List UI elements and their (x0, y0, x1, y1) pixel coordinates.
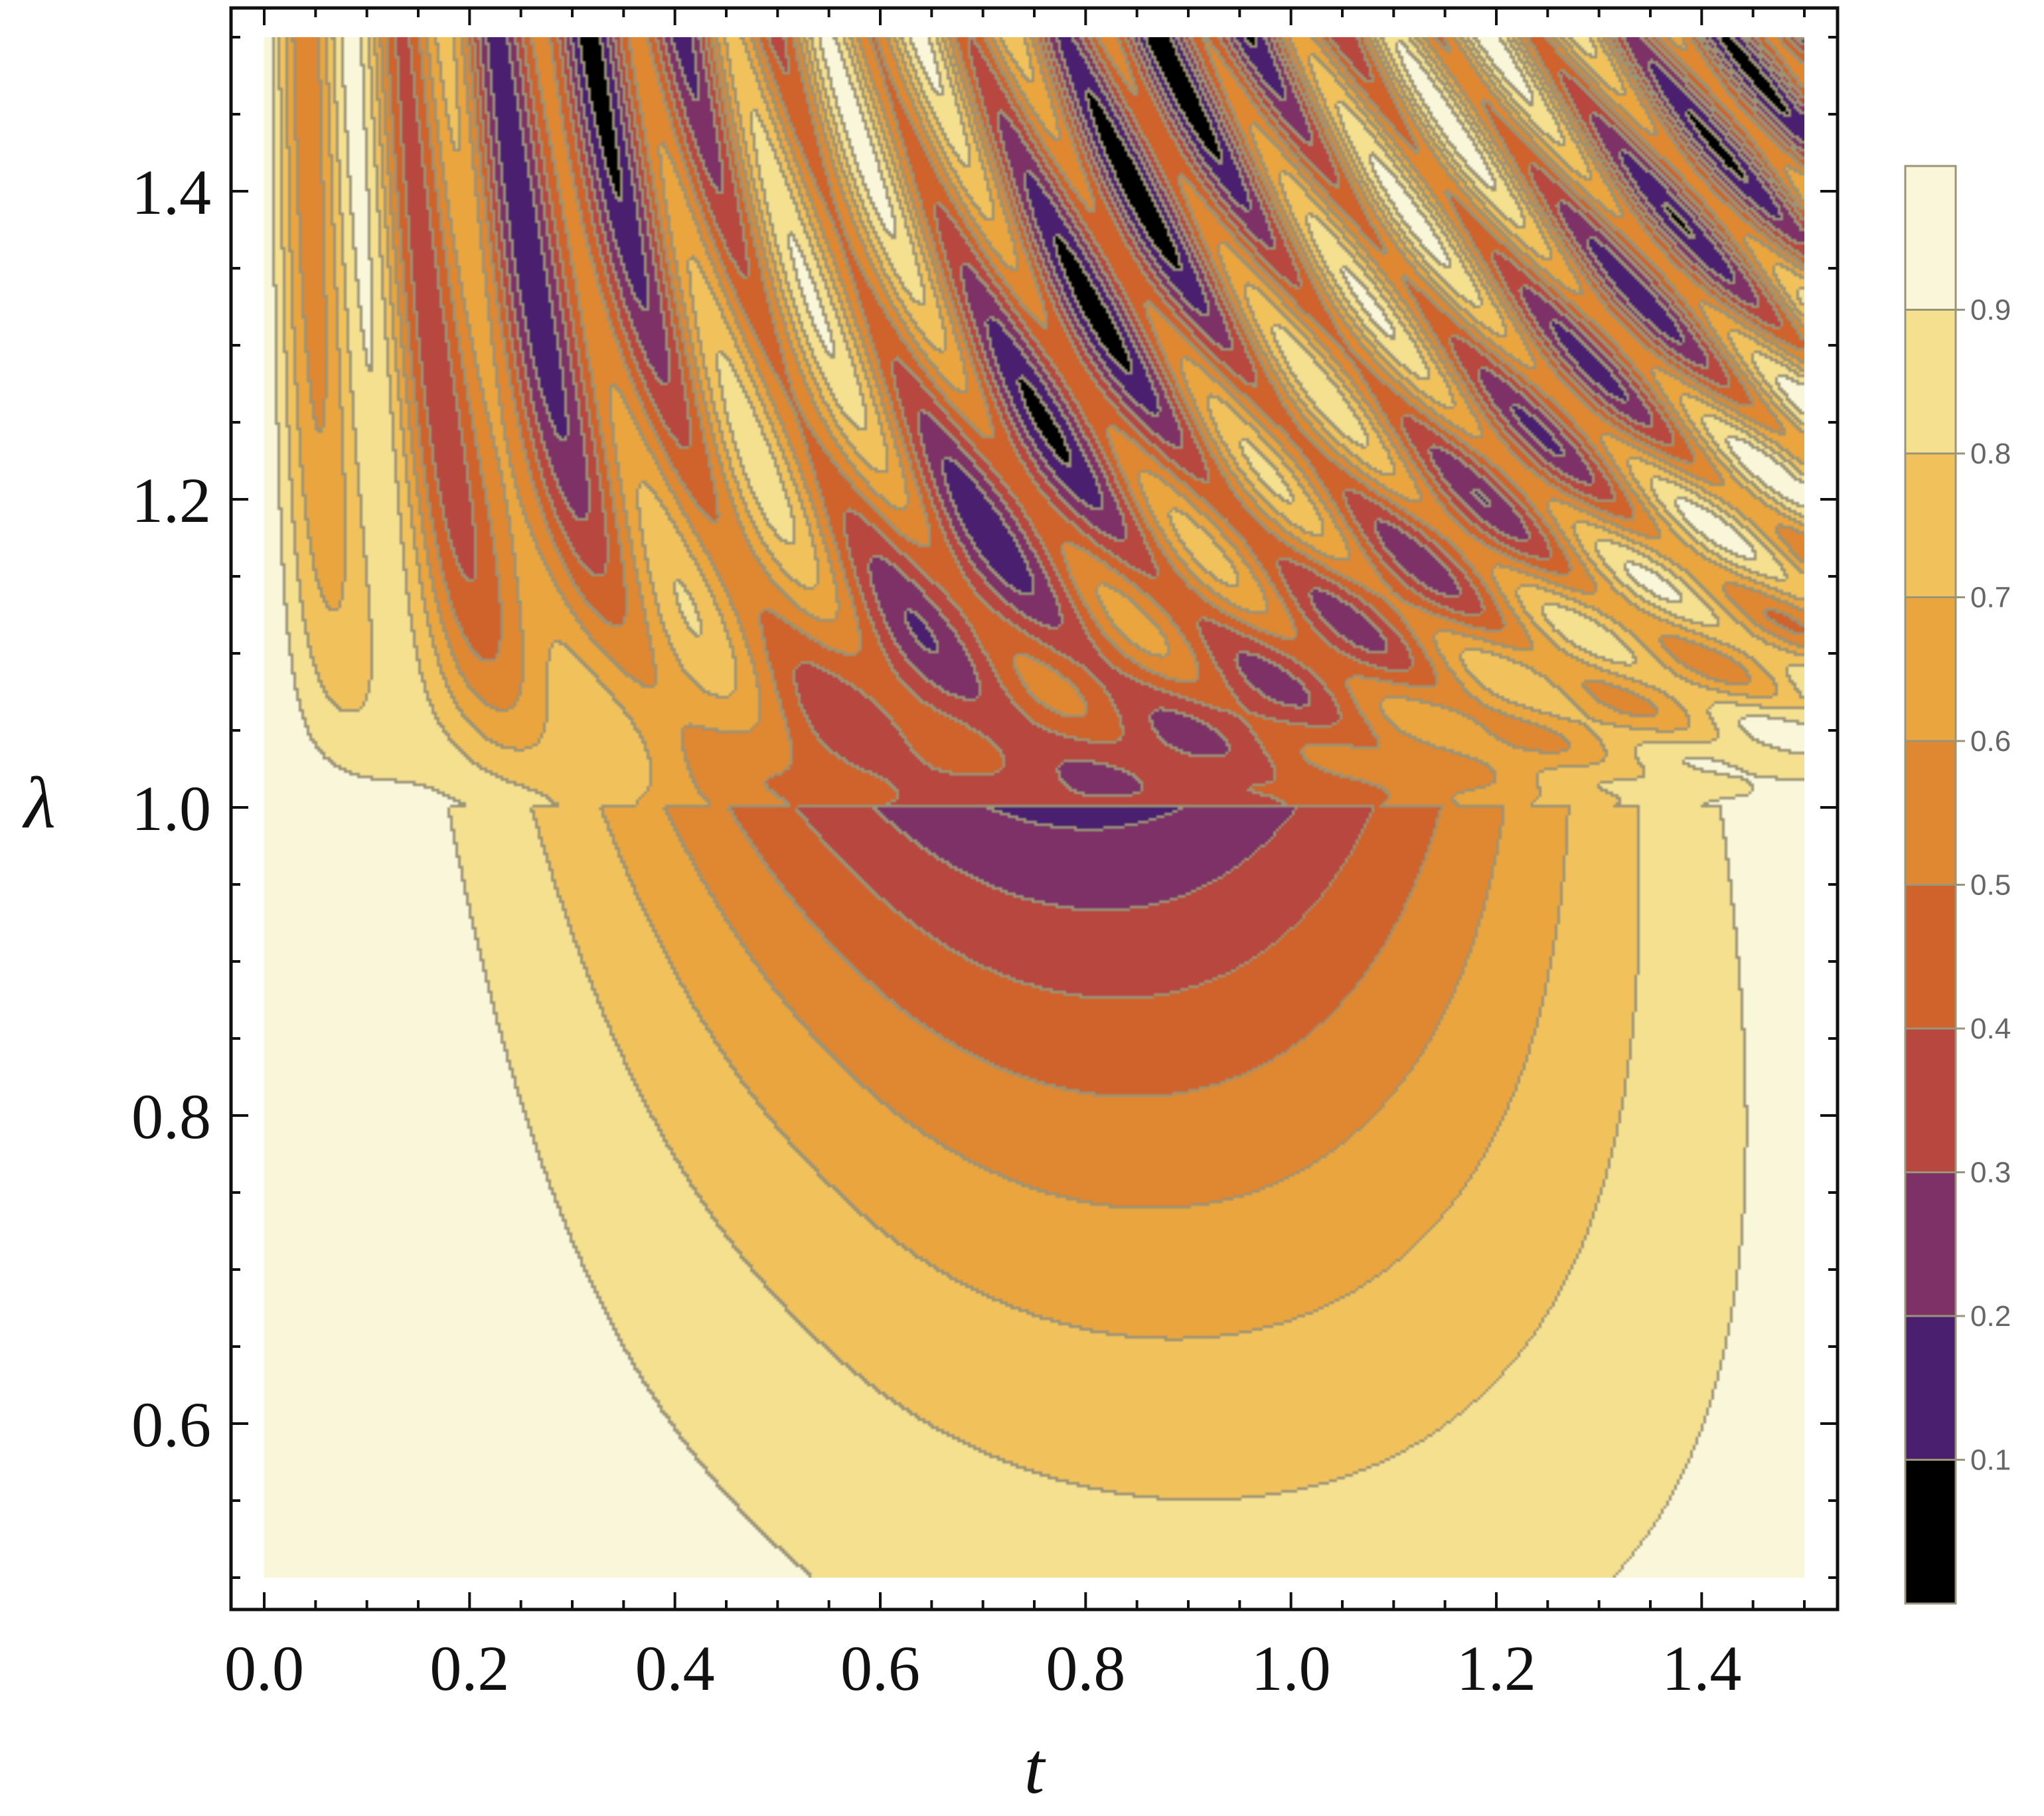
colorbar-tick-label: 0.1 (1970, 1444, 2011, 1477)
x-tick-label: 1.4 (1662, 1633, 1741, 1704)
x-tick-label: 1.2 (1456, 1633, 1536, 1704)
colorbar-tick-label: 0.6 (1970, 725, 2011, 758)
colorbar-tick-label: 0.4 (1970, 1013, 2011, 1045)
colorbar-band (1905, 1316, 1956, 1460)
y-tick-label: 1.4 (131, 157, 211, 228)
x-tick-label: 0.8 (1046, 1633, 1125, 1704)
y-tick-label: 1.2 (131, 465, 211, 536)
x-tick-label: 0.6 (840, 1633, 920, 1704)
x-tick-label: 0.0 (224, 1633, 304, 1704)
x-tick-label: 0.4 (635, 1633, 715, 1704)
colorbar-band (1905, 741, 1956, 885)
x-axis: 0.0 0.2 0.4 0.6 0.8 1.0 1.2 1.4 (224, 8, 1806, 1704)
x-tick-label: 1.0 (1251, 1633, 1331, 1704)
colorbar-band (1905, 166, 1956, 310)
y-axis-title: λ (22, 762, 56, 843)
colorbar-band (1905, 309, 1956, 454)
colorbar-band (1905, 1029, 1956, 1173)
x-tick-label: 0.2 (430, 1633, 509, 1704)
colorbar-tick-label: 0.3 (1970, 1157, 2011, 1189)
colorbar: 0.1 0.2 0.3 0.4 0.5 0.6 0.7 0.8 0.9 (1904, 165, 2011, 1605)
colorbar-tick-label: 0.7 (1970, 582, 2011, 614)
colorbar-band (1905, 597, 1956, 742)
y-tick-label: 0.8 (131, 1081, 211, 1152)
colorbar-tick-label: 0.8 (1970, 438, 2011, 470)
colorbar-band (1905, 884, 1956, 1029)
y-tick-label: 0.6 (131, 1389, 211, 1460)
colorbar-band (1905, 1459, 1956, 1604)
plot-area (264, 37, 1804, 1578)
colorbar-tick-label: 0.9 (1970, 294, 2011, 327)
y-tick-label: 1.0 (131, 773, 211, 844)
colorbar-band (1905, 1172, 1956, 1317)
contour-field (264, 37, 1804, 1578)
colorbar-tick-label: 0.5 (1970, 869, 2011, 902)
y-axis: 0.6 0.8 1.0 1.2 1.4 (131, 36, 1838, 1579)
colorbar-band (1905, 454, 1956, 598)
x-axis-title: t (1024, 1728, 1046, 1809)
colorbar-tick-label: 0.2 (1970, 1300, 2011, 1333)
